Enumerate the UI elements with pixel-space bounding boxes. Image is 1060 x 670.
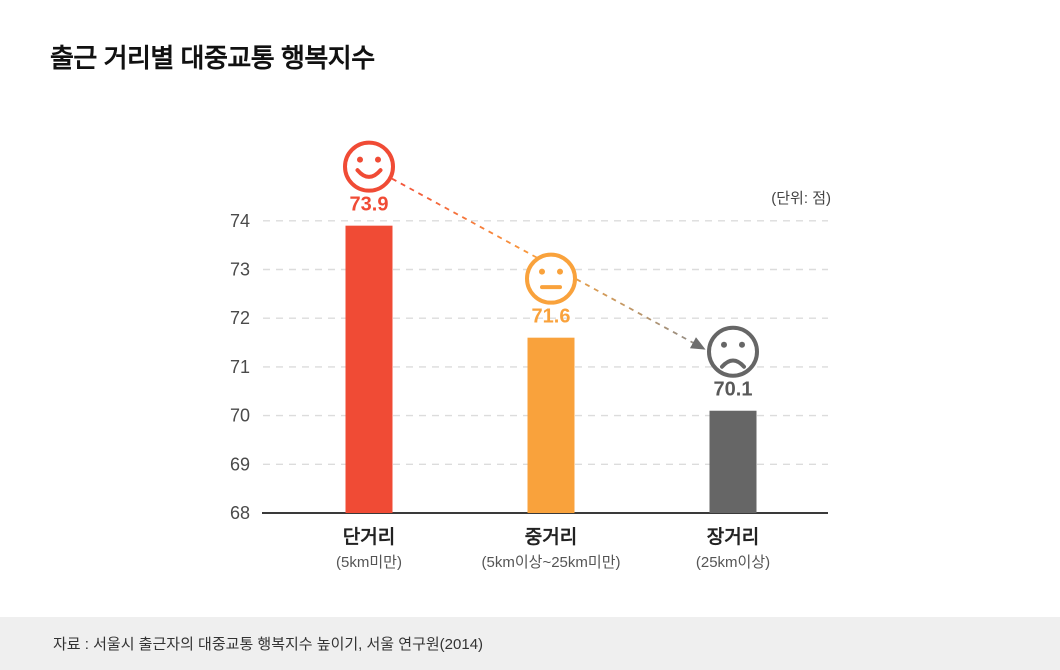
bar-chart: 68 69 70 71 72 73 74 (단위: 점) 73.9 단거리 (5km미만) 71.… — [230, 140, 831, 571]
sad-face-icon — [707, 325, 759, 378]
y-tick-label-73: 73 — [230, 260, 250, 280]
neutral-face-icon — [525, 252, 577, 305]
bar-value-label: 71.6 — [532, 306, 571, 328]
bar-0 — [345, 225, 393, 514]
bar-2 — [709, 410, 757, 513]
category-sublabel: (5km미만) — [336, 554, 402, 571]
bar-1 — [527, 337, 575, 513]
bar-value-label: 70.1 — [714, 379, 753, 401]
y-tick-label-70: 70 — [230, 406, 250, 426]
y-tick-label-69: 69 — [230, 454, 250, 474]
y-tick-label-68: 68 — [230, 503, 250, 523]
bar-value-label: 73.9 — [350, 194, 389, 216]
page-title: 출근 거리별 대중교통 행복지수 — [50, 43, 375, 73]
category-sublabel: (25km이상) — [696, 554, 770, 571]
happy-face-icon — [343, 140, 395, 193]
y-tick-label-74: 74 — [230, 211, 250, 231]
source-footer: 자료 : 서울시 출근자의 대중교통 행복지수 높이기, 서울 연구원(2014… — [0, 617, 1060, 670]
y-tick-label-71: 71 — [230, 357, 250, 377]
category-label: 장거리 — [707, 526, 759, 548]
category-sublabel: (5km이상~25km미만) — [482, 554, 621, 571]
category-label: 중거리 — [525, 526, 577, 548]
y-tick-label-72: 72 — [230, 308, 250, 328]
category-label: 단거리 — [343, 526, 395, 548]
unit-label: (단위: 점) — [771, 190, 831, 207]
source-text: 자료 : 서울시 출근자의 대중교통 행복지수 높이기, 서울 연구원(2014… — [53, 636, 484, 653]
